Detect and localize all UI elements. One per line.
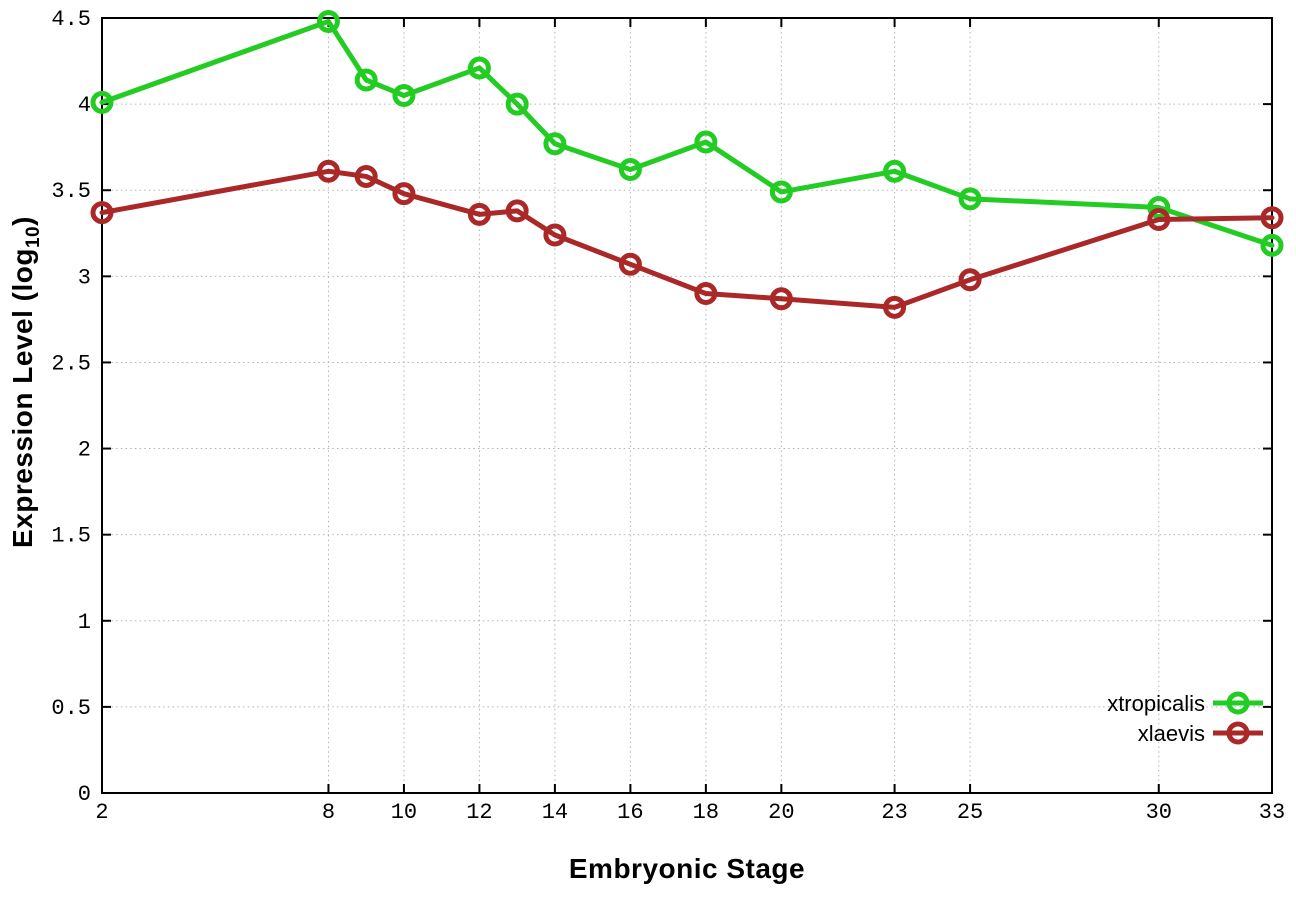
data-point-marker-xlaevis bbox=[467, 202, 491, 226]
legend-label-xlaevis: xlaevis bbox=[1138, 721, 1205, 746]
x-tick-label: 12 bbox=[466, 800, 492, 825]
data-point-marker-xlaevis bbox=[316, 159, 340, 183]
data-point-marker-xlaevis bbox=[354, 164, 378, 188]
x-tick-label: 25 bbox=[957, 800, 983, 825]
data-point-marker-xlaevis bbox=[618, 252, 642, 276]
data-point-marker-xtropicalis bbox=[694, 130, 718, 154]
data-point-marker-xtropicalis bbox=[392, 84, 416, 107]
y-tick-label: 3 bbox=[78, 265, 91, 290]
x-tick-label: 16 bbox=[617, 800, 643, 825]
y-tick-label: 3.5 bbox=[51, 179, 91, 204]
y-tick-label: 4.5 bbox=[51, 7, 91, 32]
data-point-marker-xlaevis bbox=[1147, 208, 1171, 231]
x-tick-label: 33 bbox=[1259, 800, 1285, 825]
y-axis-title-close: ) bbox=[7, 216, 39, 226]
legend-marker bbox=[1226, 691, 1250, 715]
x-tick-label: 20 bbox=[768, 800, 794, 825]
series-line-xtropicalis bbox=[99, 18, 1275, 248]
x-tick-label: 2 bbox=[95, 800, 108, 825]
data-point-marker-xtropicalis bbox=[505, 92, 529, 116]
data-point-marker-xlaevis bbox=[883, 295, 907, 319]
x-tick-label: 10 bbox=[391, 800, 417, 825]
y-tick-label: 4 bbox=[78, 93, 91, 118]
data-point-marker-xtropicalis bbox=[543, 132, 567, 156]
y-axis-title: Expression Level (log10) bbox=[7, 216, 45, 548]
y-tick-label: 2.5 bbox=[51, 351, 91, 376]
y-tick-label: 0.5 bbox=[51, 696, 91, 721]
data-point-marker-xlaevis bbox=[392, 182, 416, 206]
data-point-marker-xlaevis bbox=[958, 268, 982, 292]
x-tick-label: 23 bbox=[881, 800, 907, 825]
data-point-marker-xtropicalis bbox=[467, 56, 491, 80]
data-point-marker-xtropicalis bbox=[618, 158, 642, 182]
x-tick-label: 8 bbox=[322, 800, 335, 825]
x-tick-label: 14 bbox=[542, 800, 568, 825]
data-point-marker-xtropicalis bbox=[1147, 195, 1171, 219]
data-point-marker-xlaevis bbox=[694, 282, 718, 306]
x-tick-label: 30 bbox=[1146, 800, 1172, 825]
data-point-marker-xtropicalis bbox=[316, 9, 340, 33]
x-tick-label: 18 bbox=[693, 800, 719, 825]
data-point-marker-xlaevis bbox=[543, 223, 567, 247]
data-point-marker-xtropicalis bbox=[769, 180, 793, 204]
series-line-xlaevis bbox=[99, 168, 1275, 310]
y-axis-title-subscript: 10 bbox=[22, 225, 44, 249]
legend-marker bbox=[1226, 721, 1250, 745]
y-axis-title-text: Expression Level (log bbox=[7, 248, 39, 548]
x-axis-title: Embryonic Stage bbox=[568, 853, 806, 884]
data-point-marker-xtropicalis bbox=[354, 68, 378, 92]
plot-border bbox=[101, 17, 1273, 794]
data-point-marker-xlaevis bbox=[769, 287, 793, 311]
data-point-marker-xlaevis bbox=[1260, 206, 1284, 230]
data-point-marker-xtropicalis bbox=[1260, 233, 1284, 257]
y-tick-label: 1.5 bbox=[51, 524, 91, 549]
y-tick-label: 2 bbox=[78, 438, 91, 463]
data-point-marker-xlaevis bbox=[505, 199, 529, 223]
y-tick-label: 1 bbox=[78, 610, 91, 635]
data-point-marker-xtropicalis bbox=[958, 187, 982, 211]
legend-label-xtropicalis: xtropicalis bbox=[1107, 691, 1205, 716]
data-point-marker-xtropicalis bbox=[90, 90, 114, 114]
y-tick-label: 0 bbox=[78, 782, 91, 807]
data-point-marker-xtropicalis bbox=[883, 159, 907, 183]
data-point-marker-xlaevis bbox=[90, 201, 114, 225]
